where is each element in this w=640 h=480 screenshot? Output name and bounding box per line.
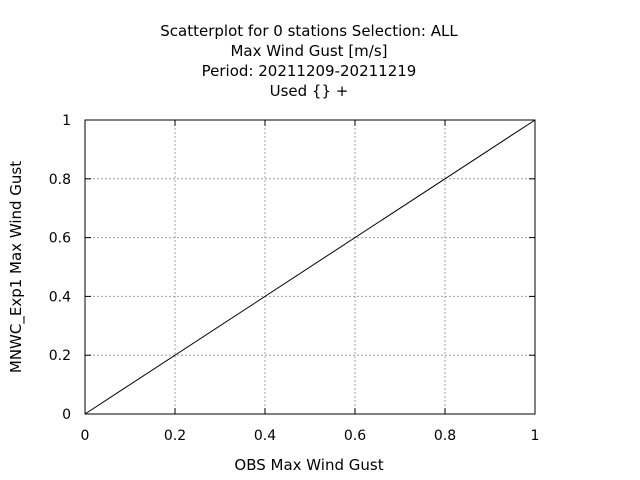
y-tick-label: 0.2 bbox=[49, 348, 71, 364]
plot-frame bbox=[84, 119, 536, 415]
y-axis-label: MNWC_Exp1 Max Wind Gust bbox=[7, 161, 26, 373]
y-tick-label: 0.8 bbox=[49, 172, 71, 188]
y-tick-label: 0 bbox=[62, 407, 71, 423]
chart-title: Scatterplot for 0 stations Selection: AL… bbox=[160, 22, 458, 100]
x-tick-label: 1 bbox=[531, 428, 540, 444]
x-tick-label: 0.2 bbox=[164, 428, 186, 444]
title-line-2: Max Wind Gust [m/s] bbox=[230, 42, 387, 60]
x-tick-label: 0.8 bbox=[434, 428, 456, 444]
title-line-1: Scatterplot for 0 stations Selection: AL… bbox=[160, 22, 458, 40]
tick-labels: 0 0.2 0.4 0.6 0.8 1 0 0.2 0.4 0.6 0.8 1 bbox=[49, 113, 540, 444]
y-tick-label: 1 bbox=[62, 113, 71, 129]
x-tick-label: 0.6 bbox=[344, 428, 366, 444]
x-axis-label: OBS Max Wind Gust bbox=[234, 456, 383, 474]
x-tick-label: 0 bbox=[81, 428, 90, 444]
grid bbox=[85, 120, 535, 414]
reference-line bbox=[84, 119, 536, 415]
y-tick-label: 0.6 bbox=[49, 231, 71, 247]
x-tick-label: 0.4 bbox=[254, 428, 276, 444]
reference-line-group bbox=[84, 119, 536, 415]
title-line-4: Used {} + bbox=[270, 82, 349, 100]
y-tick-label: 0.4 bbox=[49, 289, 71, 305]
title-line-3: Period: 20211209-20211219 bbox=[202, 62, 417, 80]
